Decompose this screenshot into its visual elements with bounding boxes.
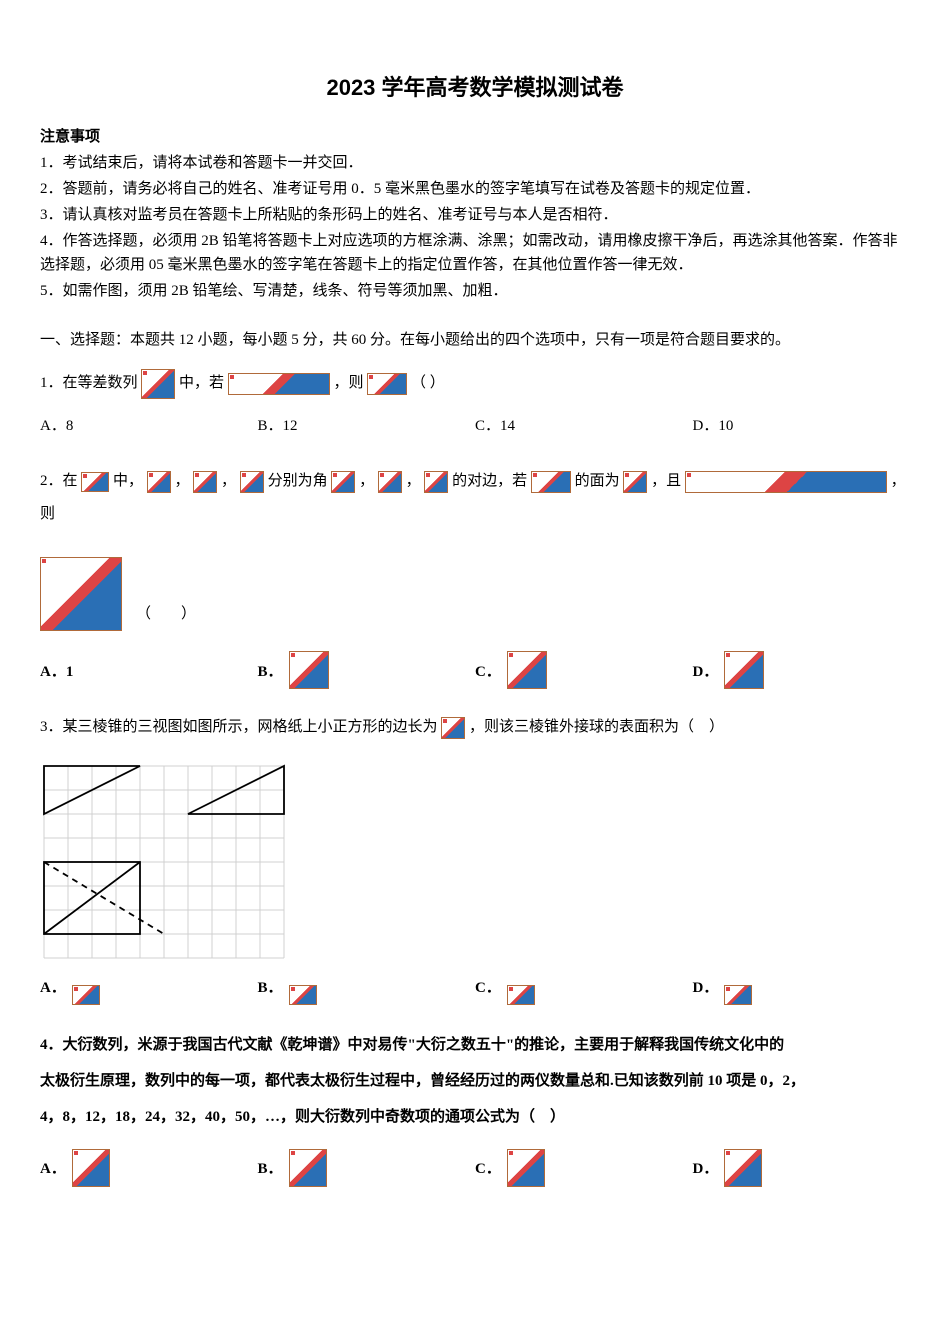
q2-text: 的面为 xyxy=(575,473,620,489)
q2-paren: （ ） xyxy=(136,598,196,631)
formula-placeholder-icon xyxy=(623,471,647,493)
option-d: D． xyxy=(693,651,911,689)
formula-placeholder-icon xyxy=(240,471,264,493)
q2-text: 2．在 xyxy=(40,473,78,489)
formula-placeholder-icon xyxy=(724,985,752,1005)
option-label: A． xyxy=(40,972,66,1005)
option-b: B．12 xyxy=(258,410,476,443)
formula-placeholder-icon xyxy=(424,471,448,493)
three-view-diagram xyxy=(40,762,288,962)
formula-placeholder-icon xyxy=(40,557,122,631)
q2-text: ，且 xyxy=(651,473,681,489)
formula-placeholder-icon xyxy=(724,651,764,689)
formula-placeholder-icon xyxy=(531,471,571,493)
formula-placeholder-icon xyxy=(507,651,547,689)
option-label: C．14 xyxy=(475,410,515,443)
option-a: A．1 xyxy=(40,651,258,689)
formula-placeholder-icon xyxy=(378,471,402,493)
q3-text: 3．某三棱锥的三视图如图所示，网格纸上小正方形的边长为 xyxy=(40,719,438,735)
q2-text: 的对边，若 xyxy=(452,473,527,489)
notice-item: 3．请认真核对监考员在答题卡上所粘贴的条形码上的姓名、准考证号与本人是否相符． xyxy=(40,203,910,227)
formula-placeholder-icon xyxy=(685,471,887,493)
option-label: A．1 xyxy=(40,656,73,689)
option-c: C． xyxy=(475,651,693,689)
q3-figure xyxy=(40,762,910,962)
question-2: 2．在 中， ， ， 分别为角 ， ， 的对边，若 的面为 ，且 ，则 （ ） … xyxy=(40,465,910,697)
q4-text: 4，8，12，18，24，32，40，50，…，则大衍数列中奇数项的通项公式为（… xyxy=(40,1109,565,1125)
option-label: B． xyxy=(258,1151,283,1187)
notice-block: 注意事项 1．考试结束后，请将本试卷和答题卡一并交回． 2．答题前，请务必将自己… xyxy=(40,125,910,303)
formula-placeholder-icon xyxy=(72,985,100,1005)
option-d: D． xyxy=(693,1149,911,1187)
option-a: A．8 xyxy=(40,410,258,443)
option-d: D．10 xyxy=(693,410,911,443)
option-label: B． xyxy=(258,972,283,1005)
option-a: A． xyxy=(40,972,258,1005)
notice-item: 2．答题前，请务必将自己的姓名、准考证号用 0．5 毫米黑色墨水的签字笔填写在试… xyxy=(40,177,910,201)
q2-text: ， xyxy=(221,473,236,489)
option-d: D． xyxy=(693,972,911,1005)
q1-text: ，则 xyxy=(334,375,364,391)
q1-text: 中，若 xyxy=(179,375,224,391)
option-b: B． xyxy=(258,972,476,1005)
formula-placeholder-icon xyxy=(141,369,175,399)
option-c: C． xyxy=(475,1149,693,1187)
option-label: D．10 xyxy=(693,410,734,443)
formula-placeholder-icon xyxy=(507,985,535,1005)
formula-placeholder-icon xyxy=(228,373,330,395)
formula-placeholder-icon xyxy=(72,1149,110,1187)
section-1-heading: 一、选择题：本题共 12 小题，每小题 5 分，共 60 分。在每小题给出的四个… xyxy=(40,328,910,352)
q3-options: A． B． C． D． xyxy=(40,972,910,1013)
formula-placeholder-icon xyxy=(289,985,317,1005)
option-c: C． xyxy=(475,972,693,1005)
option-label: A． xyxy=(40,1151,66,1187)
q3-text: ，则该三棱锥外接球的表面积为（ ） xyxy=(469,719,724,735)
notice-item: 4．作答选择题，必须用 2B 铅笔将答题卡上对应选项的方框涂满、涂黑；如需改动，… xyxy=(40,229,910,277)
q1-text: 1．在等差数列 xyxy=(40,375,138,391)
formula-placeholder-icon xyxy=(147,471,171,493)
question-3: 3．某三棱锥的三视图如图所示，网格纸上小正方形的边长为 ，则该三棱锥外接球的表面… xyxy=(40,711,910,1013)
option-label: B． xyxy=(258,656,283,689)
q2-text: ， xyxy=(175,473,190,489)
formula-placeholder-icon xyxy=(507,1149,545,1187)
formula-placeholder-icon xyxy=(331,471,355,493)
formula-placeholder-icon xyxy=(724,1149,762,1187)
q2-text: 分别为角 xyxy=(268,473,328,489)
option-label: A．8 xyxy=(40,410,73,443)
question-1: 1．在等差数列 中，若 ，则 （ ） A．8 B．12 C．14 D．10 xyxy=(40,367,910,451)
q1-options: A．8 B．12 C．14 D．10 xyxy=(40,410,910,451)
option-a: A． xyxy=(40,1149,258,1187)
notice-item: 5．如需作图，须用 2B 铅笔绘、写清楚，线条、符号等须加黑、加粗． xyxy=(40,279,910,303)
formula-placeholder-icon xyxy=(289,651,329,689)
q4-options: A． B． C． D． xyxy=(40,1149,910,1195)
notice-item: 1．考试结束后，请将本试卷和答题卡一并交回． xyxy=(40,151,910,175)
option-label: C． xyxy=(475,656,501,689)
q4-text: 4．大衍数列，米源于我国古代文献《乾坤谱》中对易传"大衍之数五十"的推论，主要用… xyxy=(40,1037,784,1053)
option-label: D． xyxy=(693,972,719,1005)
option-label: B．12 xyxy=(258,410,298,443)
q2-text: ， xyxy=(406,473,421,489)
q2-text: 中， xyxy=(113,473,143,489)
formula-placeholder-icon xyxy=(193,471,217,493)
notice-heading: 注意事项 xyxy=(40,125,910,149)
question-4: 4．大衍数列，米源于我国古代文献《乾坤谱》中对易传"大衍之数五十"的推论，主要用… xyxy=(40,1027,910,1195)
formula-placeholder-icon xyxy=(81,472,109,492)
q2-options: A．1 B． C． D． xyxy=(40,651,910,697)
option-label: D． xyxy=(693,656,719,689)
formula-placeholder-icon xyxy=(441,717,465,739)
formula-placeholder-icon xyxy=(289,1149,327,1187)
option-c: C．14 xyxy=(475,410,693,443)
option-b: B． xyxy=(258,651,476,689)
q1-text: （ ） xyxy=(411,375,445,391)
option-b: B． xyxy=(258,1149,476,1187)
q4-text: 太极衍生原理，数列中的每一项，都代表太极衍生过程中，曾经经历过的两仪数量总和.已… xyxy=(40,1073,805,1089)
formula-placeholder-icon xyxy=(367,373,407,395)
option-label: C． xyxy=(475,1151,501,1187)
page-title: 2023 学年高考数学模拟测试卷 xyxy=(40,70,910,105)
option-label: D． xyxy=(693,1151,719,1187)
q2-text: ， xyxy=(359,473,374,489)
option-label: C． xyxy=(475,972,501,1005)
